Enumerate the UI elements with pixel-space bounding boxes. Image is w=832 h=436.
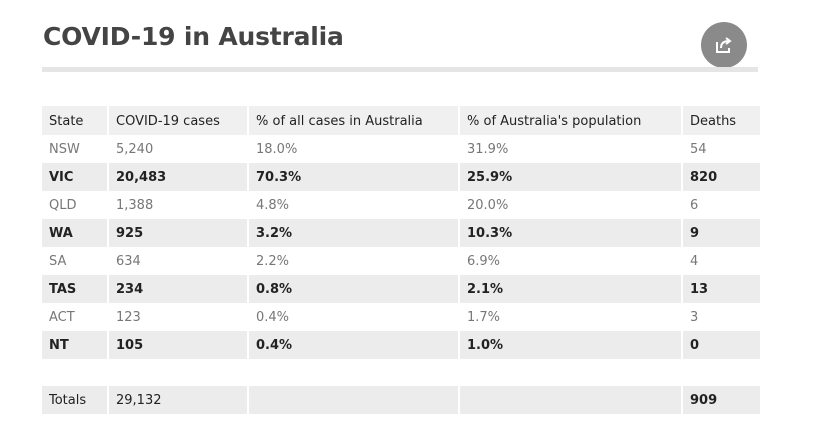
cases-cell: 1,388 — [109, 191, 247, 219]
table-header-row: State COVID-19 cases % of all cases in A… — [42, 106, 760, 135]
deaths-cell: 3 — [683, 303, 760, 331]
cases-cell: 925 — [109, 219, 247, 247]
state-cell: ACT — [42, 303, 107, 331]
pct-population-cell: 1.0% — [460, 331, 681, 359]
column-header-deaths: Deaths — [683, 106, 760, 135]
title-divider — [42, 67, 758, 72]
pct-cases-cell: 2.2% — [249, 247, 458, 275]
table-row: WA 925 3.2% 10.3% 9 — [42, 219, 760, 247]
totals-label: Totals — [42, 386, 107, 414]
pct-population-cell: 10.3% — [460, 219, 681, 247]
totals-deaths: 909 — [683, 386, 760, 414]
cases-cell: 20,483 — [109, 163, 247, 191]
totals-row: Totals 29,132 909 — [42, 386, 760, 414]
table-row: TAS 234 0.8% 2.1% 13 — [42, 275, 760, 303]
pct-cases-cell: 3.2% — [249, 219, 458, 247]
state-cell: NT — [42, 331, 107, 359]
column-header-state: State — [42, 106, 107, 135]
column-header-pct-population: % of Australia's population — [460, 106, 681, 135]
pct-population-cell: 2.1% — [460, 275, 681, 303]
table-row: VIC 20,483 70.3% 25.9% 820 — [42, 163, 760, 191]
covid-table: State COVID-19 cases % of all cases in A… — [40, 106, 762, 359]
state-cell: NSW — [42, 135, 107, 163]
column-header-pct-cases: % of all cases in Australia — [249, 106, 458, 135]
state-cell: TAS — [42, 275, 107, 303]
state-cell: VIC — [42, 163, 107, 191]
share-button[interactable] — [701, 22, 747, 68]
pct-population-cell: 6.9% — [460, 247, 681, 275]
table-row: NT 105 0.4% 1.0% 0 — [42, 331, 760, 359]
totals-pct-cases — [249, 386, 458, 414]
state-cell: QLD — [42, 191, 107, 219]
pct-population-cell: 20.0% — [460, 191, 681, 219]
cases-cell: 234 — [109, 275, 247, 303]
deaths-cell: 6 — [683, 191, 760, 219]
pct-population-cell: 31.9% — [460, 135, 681, 163]
table-row: NSW 5,240 18.0% 31.9% 54 — [42, 135, 760, 163]
deaths-cell: 820 — [683, 163, 760, 191]
table-row: SA 634 2.2% 6.9% 4 — [42, 247, 760, 275]
totals-table: Totals 29,132 909 — [40, 386, 762, 414]
deaths-cell: 4 — [683, 247, 760, 275]
pct-cases-cell: 0.4% — [249, 331, 458, 359]
deaths-cell: 54 — [683, 135, 760, 163]
pct-cases-cell: 0.4% — [249, 303, 458, 331]
totals-cases: 29,132 — [109, 386, 247, 414]
pct-cases-cell: 4.8% — [249, 191, 458, 219]
page-title: COVID-19 in Australia — [43, 22, 344, 51]
pct-population-cell: 25.9% — [460, 163, 681, 191]
pct-cases-cell: 0.8% — [249, 275, 458, 303]
table-row: ACT 123 0.4% 1.7% 3 — [42, 303, 760, 331]
cases-cell: 5,240 — [109, 135, 247, 163]
deaths-cell: 0 — [683, 331, 760, 359]
pct-cases-cell: 70.3% — [249, 163, 458, 191]
table-row: QLD 1,388 4.8% 20.0% 6 — [42, 191, 760, 219]
cases-cell: 634 — [109, 247, 247, 275]
pct-cases-cell: 18.0% — [249, 135, 458, 163]
cases-cell: 105 — [109, 331, 247, 359]
state-cell: SA — [42, 247, 107, 275]
totals-pct-population — [460, 386, 681, 414]
pct-population-cell: 1.7% — [460, 303, 681, 331]
share-icon — [714, 36, 734, 54]
cases-cell: 123 — [109, 303, 247, 331]
deaths-cell: 9 — [683, 219, 760, 247]
column-header-cases: COVID-19 cases — [109, 106, 247, 135]
state-cell: WA — [42, 219, 107, 247]
deaths-cell: 13 — [683, 275, 760, 303]
